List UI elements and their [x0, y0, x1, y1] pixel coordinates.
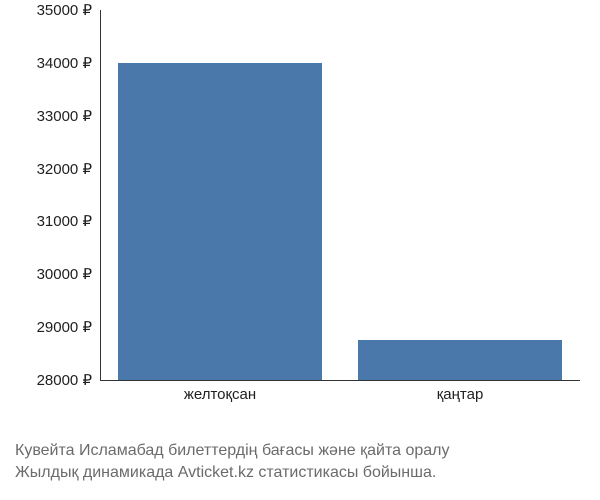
y-tick-label: 30000 ₽ [0, 265, 92, 283]
caption-line-2: Жылдық динамикада Avticket.kz статистика… [15, 462, 585, 484]
y-tick-label: 28000 ₽ [0, 371, 92, 389]
y-axis-line [100, 10, 101, 380]
page: 28000 ₽ 29000 ₽ 30000 ₽ 31000 ₽ 32000 ₽ 33000… [0, 0, 600, 500]
price-chart: 28000 ₽ 29000 ₽ 30000 ₽ 31000 ₽ 32000 ₽ 33000… [0, 0, 600, 430]
x-tick-label: желтоқсан [184, 386, 256, 403]
x-axis-line [100, 380, 580, 381]
caption-line-1: Кувейта Исламабад билеттердің бағасы жән… [15, 440, 585, 462]
y-tick-label: 31000 ₽ [0, 212, 92, 230]
x-tick-label: қаңтар [437, 386, 484, 403]
y-tick-label: 32000 ₽ [0, 160, 92, 178]
plot-area: 28000 ₽29000 ₽30000 ₽31000 ₽32000 ₽33000… [100, 10, 580, 380]
chart-caption: Кувейта Исламабад билеттердің бағасы жән… [15, 440, 585, 483]
y-tick-label: 29000 ₽ [0, 318, 92, 336]
bar [358, 340, 562, 380]
bar [118, 63, 322, 380]
y-tick-label: 33000 ₽ [0, 107, 92, 125]
y-tick-label: 34000 ₽ [0, 54, 92, 72]
y-tick-label: 35000 ₽ [0, 1, 92, 19]
